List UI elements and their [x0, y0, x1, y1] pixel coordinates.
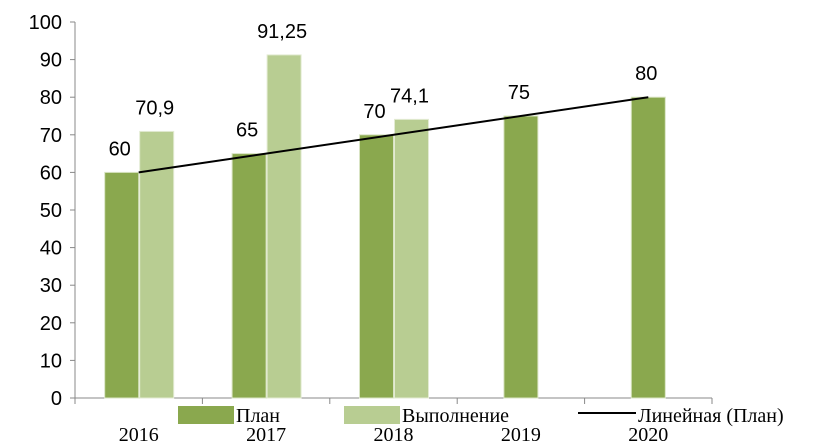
x-category-label: 2017: [246, 424, 286, 441]
legend-label-vypolnenie: Выполнение: [402, 405, 509, 427]
y-axis: 0 10 20 30 40 50 60 70 80 90 100: [29, 12, 76, 410]
data-label-plan: 65: [236, 120, 258, 142]
y-tick-label: 20: [40, 313, 62, 335]
legend-swatch-vypolnenie: [344, 406, 400, 424]
y-tick-label: 60: [40, 162, 62, 184]
data-label-vypolnenie: 91,25: [257, 21, 307, 43]
x-category-label: 2019: [501, 424, 541, 441]
bar-plan: [104, 171, 140, 399]
x-category-label: 2016: [119, 424, 159, 441]
trendline: [138, 96, 649, 174]
x-category-label: 2018: [374, 424, 414, 441]
legend: План Выполнение Линейная (План): [178, 405, 784, 427]
bar-vypolnenie: [394, 118, 429, 399]
y-tick-label: 80: [40, 87, 62, 109]
bar-vypolnenie: [266, 54, 302, 399]
legend-label-plan: План: [236, 405, 280, 427]
data-label-vypolnenie: 74,1: [390, 85, 429, 107]
y-tick-label: 70: [40, 125, 62, 147]
bar-plan: [359, 134, 394, 399]
data-label-plan: 75: [508, 82, 530, 104]
data-label-vypolnenie: 70,9: [135, 97, 174, 119]
y-tick-label: 40: [40, 238, 62, 260]
data-label-plan: 80: [635, 63, 657, 85]
y-tick-label: 100: [29, 12, 62, 34]
bar-plan: [630, 96, 666, 399]
x-category-label: 2020: [628, 424, 668, 441]
bar-plan: [231, 153, 267, 399]
y-tick-label: 50: [40, 200, 62, 222]
bars: [104, 54, 666, 399]
trendline-line: [138, 96, 649, 174]
y-tick-label: 10: [40, 350, 62, 372]
bar-plan: [503, 115, 539, 399]
bar-vypolnenie: [139, 130, 175, 399]
data-label-plan: 60: [109, 138, 131, 160]
y-tick-label: 30: [40, 275, 62, 297]
legend-swatch-plan: [178, 406, 234, 424]
y-tick-label: 90: [40, 50, 62, 72]
legend-label-trendline: Линейная (План): [638, 405, 784, 427]
data-label-plan: 70: [363, 101, 385, 123]
y-tick-label: 0: [51, 388, 62, 410]
